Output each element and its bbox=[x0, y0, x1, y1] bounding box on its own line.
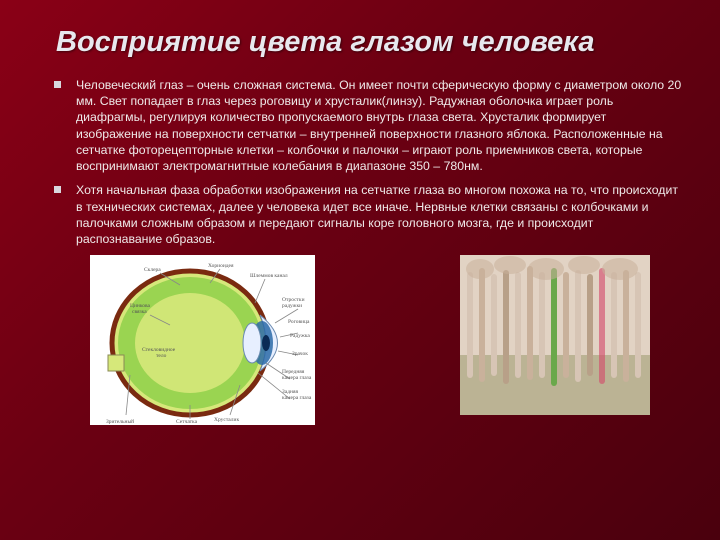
list-item: Человеческий глаз – очень сложная систем… bbox=[72, 77, 682, 174]
svg-text:радужки: радужки bbox=[282, 303, 302, 309]
svg-text:камера глаза: камера глаза bbox=[282, 395, 312, 401]
svg-text:Радужка: Радужка bbox=[290, 333, 310, 339]
eye-diagram: Склера Хориоидея Шлеммов канал Отросткир… bbox=[90, 255, 315, 425]
figure-row: Склера Хориоидея Шлеммов канал Отросткир… bbox=[90, 255, 650, 425]
svg-text:Зрительный: Зрительный bbox=[106, 418, 134, 425]
svg-text:Зрачок: Зрачок bbox=[292, 351, 308, 357]
svg-text:связка: связка bbox=[132, 309, 147, 315]
svg-text:Хориоидея: Хориоидея bbox=[208, 263, 234, 269]
svg-text:камера глаза: камера глаза bbox=[282, 375, 312, 381]
bullet-list: Человеческий глаз – очень сложная систем… bbox=[50, 77, 682, 247]
list-item: Хотя начальная фаза обработки изображени… bbox=[72, 182, 682, 247]
svg-text:тело: тело bbox=[156, 353, 167, 359]
svg-text:Шлеммов канал: Шлеммов канал bbox=[250, 273, 288, 279]
retina-micrograph bbox=[460, 255, 650, 415]
svg-text:Сетчатка: Сетчатка bbox=[176, 419, 198, 425]
svg-text:Склера: Склера bbox=[144, 267, 161, 273]
slide-title: Восприятие цвета глазом человека bbox=[56, 26, 682, 59]
svg-text:Хрусталик: Хрусталик bbox=[214, 417, 239, 423]
svg-text:Роговица: Роговица bbox=[288, 319, 310, 325]
